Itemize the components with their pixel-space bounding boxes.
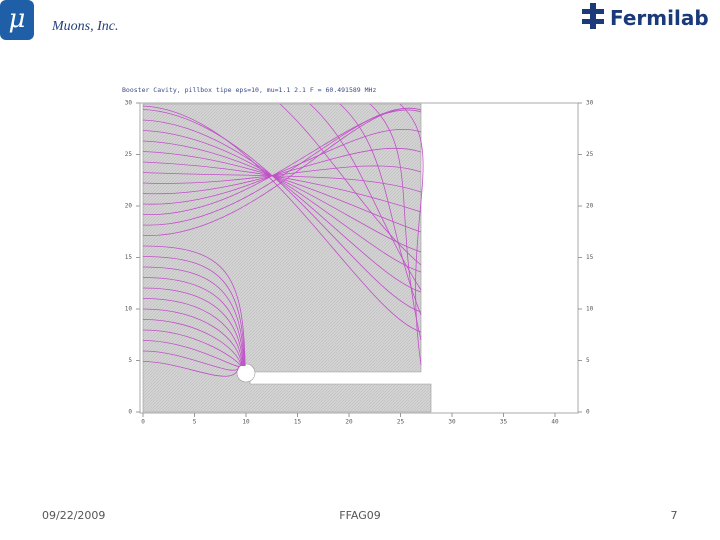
- field-lines: [142, 103, 424, 377]
- footer-date: 09/22/2009: [42, 509, 105, 522]
- field-line: [142, 107, 422, 226]
- field-line: [399, 103, 424, 366]
- x-tick-label: 10: [242, 419, 250, 426]
- y-tick-label-left: 15: [125, 254, 133, 261]
- field-line: [142, 140, 422, 253]
- field-line: [142, 287, 244, 367]
- field-line: [142, 298, 243, 367]
- y-tick-label-right: 5: [586, 357, 590, 364]
- fermilab-logo-mark: [582, 3, 604, 29]
- field-line: [279, 103, 422, 266]
- x-tick-label: 5: [193, 419, 197, 426]
- y-tick-label-right: 15: [586, 254, 594, 261]
- field-line: [142, 172, 422, 193]
- nose: [236, 363, 256, 383]
- field-line: [142, 350, 240, 371]
- x-tick-label: 0: [141, 419, 145, 426]
- y-tick-label-left: 10: [125, 306, 133, 313]
- field-line: [142, 109, 422, 313]
- field-line: [142, 151, 422, 233]
- field-line: [142, 361, 239, 377]
- field-line: [142, 105, 422, 333]
- footer-event: FFAG09: [339, 509, 381, 522]
- y-tick-label-right: 30: [586, 100, 594, 107]
- y-tick-label-left: 5: [128, 357, 132, 364]
- y-tick-label-left: 20: [125, 203, 133, 210]
- plot: 0 5 10 15 20 25 30 35 40 0 0 5 5 10 10 15 15 20 20 25 25 30 30: [125, 100, 594, 426]
- y-tick-label-left: 25: [125, 151, 133, 158]
- x-tick-label: 25: [397, 419, 405, 426]
- muons-logo: [0, 0, 34, 40]
- field-line: [369, 103, 422, 341]
- field-line: [142, 266, 245, 367]
- footer-page: 7: [671, 509, 678, 522]
- y-tick-label-right: 20: [586, 203, 594, 210]
- field-line: [142, 245, 246, 367]
- figure-title: Booster Cavity, pillbox tipe eps=10, mu=…: [122, 86, 376, 94]
- field-line: [142, 319, 242, 367]
- field-line: [142, 329, 241, 367]
- field-line: [142, 128, 422, 205]
- y-tick-label-right: 0: [586, 409, 590, 416]
- x-tick-label: 35: [500, 419, 508, 426]
- cavity-region: [142, 103, 432, 413]
- field-line: [309, 103, 422, 291]
- y-tick-label-right: 25: [586, 151, 594, 158]
- field-line: [142, 147, 422, 195]
- field-line: [142, 277, 244, 367]
- field-line: [142, 308, 242, 367]
- field-line: [142, 161, 422, 213]
- field-line: [339, 103, 422, 316]
- field-line: [142, 165, 422, 184]
- y-tick-label-right: 10: [586, 306, 594, 313]
- field-line: [142, 119, 422, 293]
- field-line: [142, 109, 422, 215]
- y-tick-label-left: 0: [128, 409, 132, 416]
- company-name: Muons, Inc.: [51, 19, 119, 34]
- x-tick-label: 30: [448, 419, 456, 426]
- lab-name: Fermilab: [610, 6, 709, 30]
- x-tick-label: 40: [551, 419, 559, 426]
- muons-logo-symbol: μ: [9, 4, 26, 34]
- field-line: [142, 130, 422, 273]
- y-tick-label-left: 30: [125, 100, 133, 107]
- x-tick-label: 20: [345, 419, 353, 426]
- field-line: [142, 340, 241, 367]
- field-line: [142, 256, 245, 367]
- x-tick-label: 15: [294, 419, 302, 426]
